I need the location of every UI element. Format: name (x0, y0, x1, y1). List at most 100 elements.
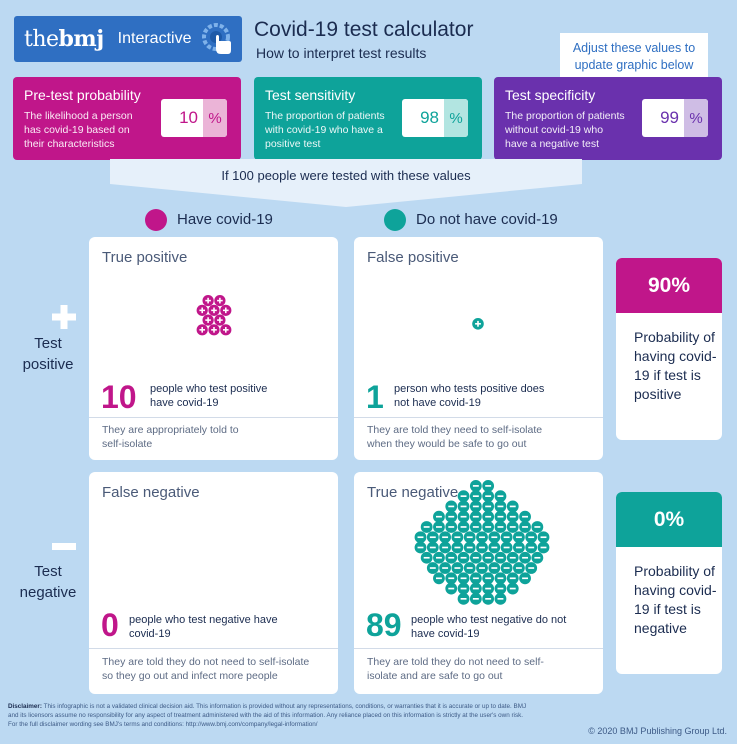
pretest-probability-input[interactable]: 10 % (161, 99, 227, 137)
disclaimer: Disclaimer: This infographic is not a va… (8, 702, 528, 729)
brand-name: thebmj (24, 26, 104, 52)
pretest-probability-value[interactable]: 10 (179, 108, 198, 127)
negative-person-icon (445, 521, 458, 533)
negative-person-icon (469, 521, 482, 533)
negative-person-icon (494, 572, 507, 585)
positive-person-icon (202, 314, 214, 326)
negative-person-icon (500, 531, 513, 544)
negative-person-icon (494, 500, 507, 513)
negative-person-icon (500, 562, 513, 574)
negative-probability-text: Probability of having covid-19 if test i… (634, 563, 717, 636)
bmj-interactive-logo: thebmj Interactive (14, 16, 242, 62)
negative-person-icon (482, 480, 495, 492)
test-sensitivity-heading: Test sensitivity (265, 87, 356, 103)
interactive-label: Interactive (117, 30, 192, 47)
false-positive-people-cluster (472, 318, 484, 330)
negative-person-icon (457, 582, 470, 595)
negative-person-icon (494, 582, 507, 595)
negative-person-icon (414, 541, 427, 554)
negative-person-icon (457, 592, 470, 605)
pretest-probability-card: Pre-test probability The likelihood a pe… (13, 77, 241, 160)
test-sensitivity-input[interactable]: 98 % (402, 99, 468, 137)
negative-person-icon (506, 521, 519, 533)
negative-probability-card: 0% Probability of having covid-19 if tes… (616, 492, 722, 674)
negative-person-icon (531, 521, 544, 533)
negative-person-icon (482, 500, 495, 513)
negative-person-icon (451, 562, 464, 574)
page-title: Covid-19 test calculator (254, 18, 474, 41)
negative-person-icon (519, 521, 531, 533)
funnel-banner (110, 159, 582, 207)
negative-person-icon (506, 582, 519, 595)
false-negative-count: 0 (101, 607, 119, 643)
negative-person-icon (482, 592, 495, 605)
test-specificity-input[interactable]: 99 % (642, 99, 708, 137)
not-have-covid-legend-label: Do not have covid-19 (416, 211, 558, 228)
negative-person-icon (476, 531, 488, 544)
touch-icon (202, 23, 231, 54)
negative-person-icon (519, 551, 531, 564)
negative-person-icon (513, 562, 525, 574)
positive-person-icon (208, 304, 220, 316)
negative-person-icon (463, 541, 476, 554)
positive-person-icon (196, 304, 208, 316)
copyright: © 2020 BMJ Publishing Group Ltd. (588, 726, 727, 736)
negative-person-icon (457, 490, 470, 503)
pretest-probability-description: The likelihood a person has covid-19 bas… (24, 110, 133, 150)
true-positive-caption: people who test positive have covid-19 (150, 383, 268, 409)
negative-person-icon (488, 562, 501, 574)
negative-person-icon (463, 531, 476, 544)
false-positive-caption: person who tests positive does not have … (394, 383, 545, 409)
pretest-probability-heading: Pre-test probability (24, 87, 141, 103)
negative-person-icon (494, 592, 507, 605)
negative-person-icon (445, 551, 458, 564)
negative-person-icon (469, 582, 482, 595)
negative-person-icon (482, 572, 495, 585)
test-specificity-description: The proportion of patients without covid… (505, 110, 625, 150)
positive-person-icon (220, 324, 232, 336)
negative-person-icon (469, 551, 482, 564)
negative-person-icon (506, 500, 519, 513)
positive-probability-text: Probability of having covid-19 if test i… (634, 329, 717, 402)
test-specificity-value[interactable]: 99 (660, 108, 679, 127)
negative-person-icon (469, 592, 482, 605)
negative-person-icon (519, 510, 531, 523)
negative-person-icon (506, 551, 519, 564)
false-negative-caption: people who test negative have covid-19 (129, 614, 278, 640)
negative-person-icon (451, 541, 464, 554)
false-negative-title: False negative (102, 484, 200, 501)
test-sensitivity-value[interactable]: 98 (420, 108, 439, 127)
negative-person-icon (488, 541, 501, 554)
negative-person-icon (439, 562, 451, 574)
false-negative-footer: They are told they do not need to self-i… (102, 656, 310, 682)
positive-person-icon (196, 324, 208, 336)
negative-probability-value: 0% (616, 492, 722, 547)
have-covid-legend-label: Have covid-19 (177, 211, 273, 228)
false-positive-box: False positive 1 person who tests positi… (354, 237, 603, 460)
test-specificity-heading: Test specificity (505, 87, 596, 103)
negative-person-icon (494, 521, 507, 533)
positive-person-icon (208, 324, 220, 336)
positive-person-icon (202, 295, 214, 307)
true-negative-caption: people who test negative do not have cov… (411, 614, 567, 640)
true-negative-footer: They are told they do not need to self-i… (367, 656, 544, 682)
negative-person-icon (457, 500, 470, 513)
negative-person-icon (457, 551, 470, 564)
funnel-text: If 100 people were tested with these val… (221, 168, 471, 183)
negative-person-icon (445, 582, 458, 595)
positive-probability-card: 90% Probability of having covid-19 if te… (616, 258, 722, 440)
negative-person-icon (439, 531, 451, 544)
negative-person-icon (445, 500, 458, 513)
negative-person-icon (457, 510, 470, 523)
negative-person-icon (506, 510, 519, 523)
negative-person-icon (500, 541, 513, 554)
negative-person-icon (513, 531, 525, 544)
negative-person-icon (525, 541, 538, 554)
true-negative-title: True negative (367, 484, 459, 501)
negative-person-icon (420, 551, 433, 564)
true-negative-people-cluster (414, 480, 550, 605)
divider (354, 648, 603, 649)
divider (89, 417, 338, 418)
negative-person-icon (463, 562, 476, 574)
negative-person-icon (531, 551, 544, 564)
